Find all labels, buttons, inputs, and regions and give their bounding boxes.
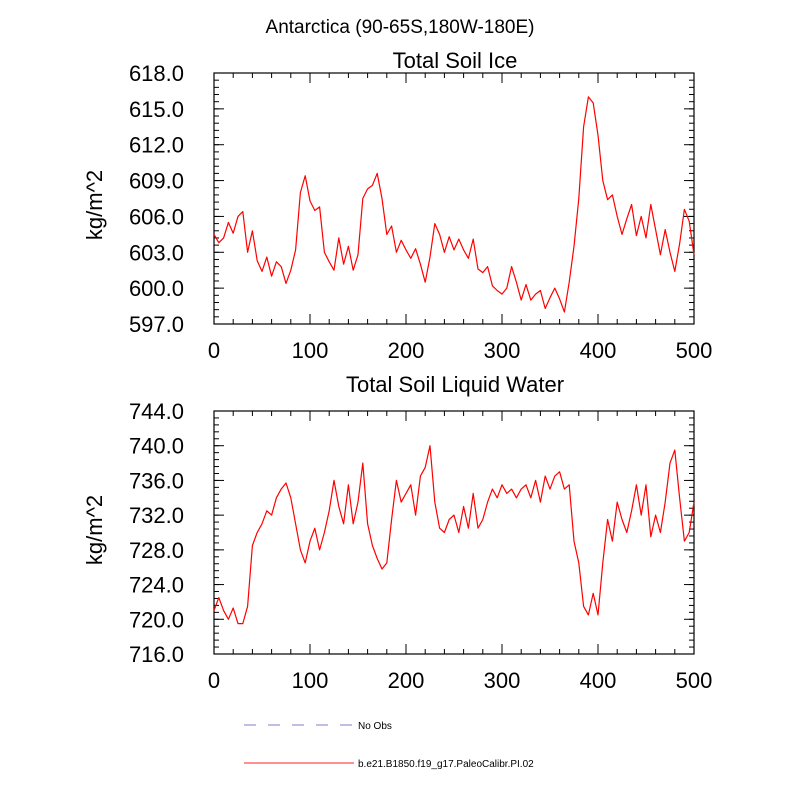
x-tick-label: 0 xyxy=(208,338,220,363)
suptitle: Antarctica (90-65S,180W-180E) xyxy=(266,17,535,38)
x-tick-label: 300 xyxy=(484,668,521,693)
y-axis-label: kg/m^2 xyxy=(82,495,107,565)
y-tick-label: 744.0 xyxy=(129,399,184,424)
panel-total-soil-liquid-water: Total Soil Liquid Water kg/m^2 0 100 200 30… xyxy=(82,372,712,693)
panel-title: Total Soil Liquid Water xyxy=(346,372,564,397)
series-line xyxy=(213,445,695,625)
plot-frame xyxy=(213,410,695,655)
y-tick-label: 609.0 xyxy=(129,169,184,194)
y-tick-label: 618.0 xyxy=(129,61,184,86)
y-tick-label: 740.0 xyxy=(129,434,184,459)
x-tick-label: 200 xyxy=(388,338,425,363)
legend: No Obs b.e21.B1850.f19_g17.PaleoCalibr.P… xyxy=(244,721,534,770)
legend-label-model-run: b.e21.B1850.f19_g17.PaleoCalibr.PI.02 xyxy=(358,759,534,770)
x-tick-label: 300 xyxy=(484,338,521,363)
x-tick-label: 100 xyxy=(292,338,329,363)
x-tick-label: 500 xyxy=(676,668,713,693)
series-line xyxy=(213,96,695,313)
x-tick-label: 400 xyxy=(580,338,617,363)
y-axis-label: kg/m^2 xyxy=(82,170,107,240)
y-tick-label: 720.0 xyxy=(129,607,184,632)
y-tick-label: 597.0 xyxy=(129,312,184,337)
y-tick-label: 724.0 xyxy=(129,573,184,598)
x-tick-label: 500 xyxy=(676,338,713,363)
y-tick-label: 716.0 xyxy=(129,642,184,667)
x-tick-label: 0 xyxy=(208,668,220,693)
tick-labels: 0 100 200 300 400 500 716.0 720.0 724.0 728.0 732.… xyxy=(129,399,712,693)
x-tick-label: 400 xyxy=(580,668,617,693)
y-tick-label: 606.0 xyxy=(129,204,184,229)
ticks xyxy=(213,72,695,325)
y-tick-label: 732.0 xyxy=(129,503,184,528)
y-tick-label: 728.0 xyxy=(129,538,184,563)
y-tick-label: 612.0 xyxy=(129,133,184,158)
legend-label-no-obs: No Obs xyxy=(358,721,392,732)
y-tick-label: 736.0 xyxy=(129,468,184,493)
y-tick-label: 615.0 xyxy=(129,97,184,122)
x-tick-label: 200 xyxy=(388,668,425,693)
series-group xyxy=(213,445,695,625)
y-tick-label: 600.0 xyxy=(129,276,184,301)
plot-frame xyxy=(213,72,695,325)
ticks xyxy=(213,410,695,655)
tick-labels: 0 100 200 300 400 500 597.0 600.0 603.0 606.0 609.… xyxy=(129,61,712,363)
y-tick-label: 603.0 xyxy=(129,240,184,265)
panel-total-soil-ice: Total Soil Ice kg/m^2 0 100 200 300 400 500 59… xyxy=(82,48,712,363)
x-tick-label: 100 xyxy=(292,668,329,693)
series-group xyxy=(213,96,695,313)
panel-title: Total Soil Ice xyxy=(393,48,518,73)
